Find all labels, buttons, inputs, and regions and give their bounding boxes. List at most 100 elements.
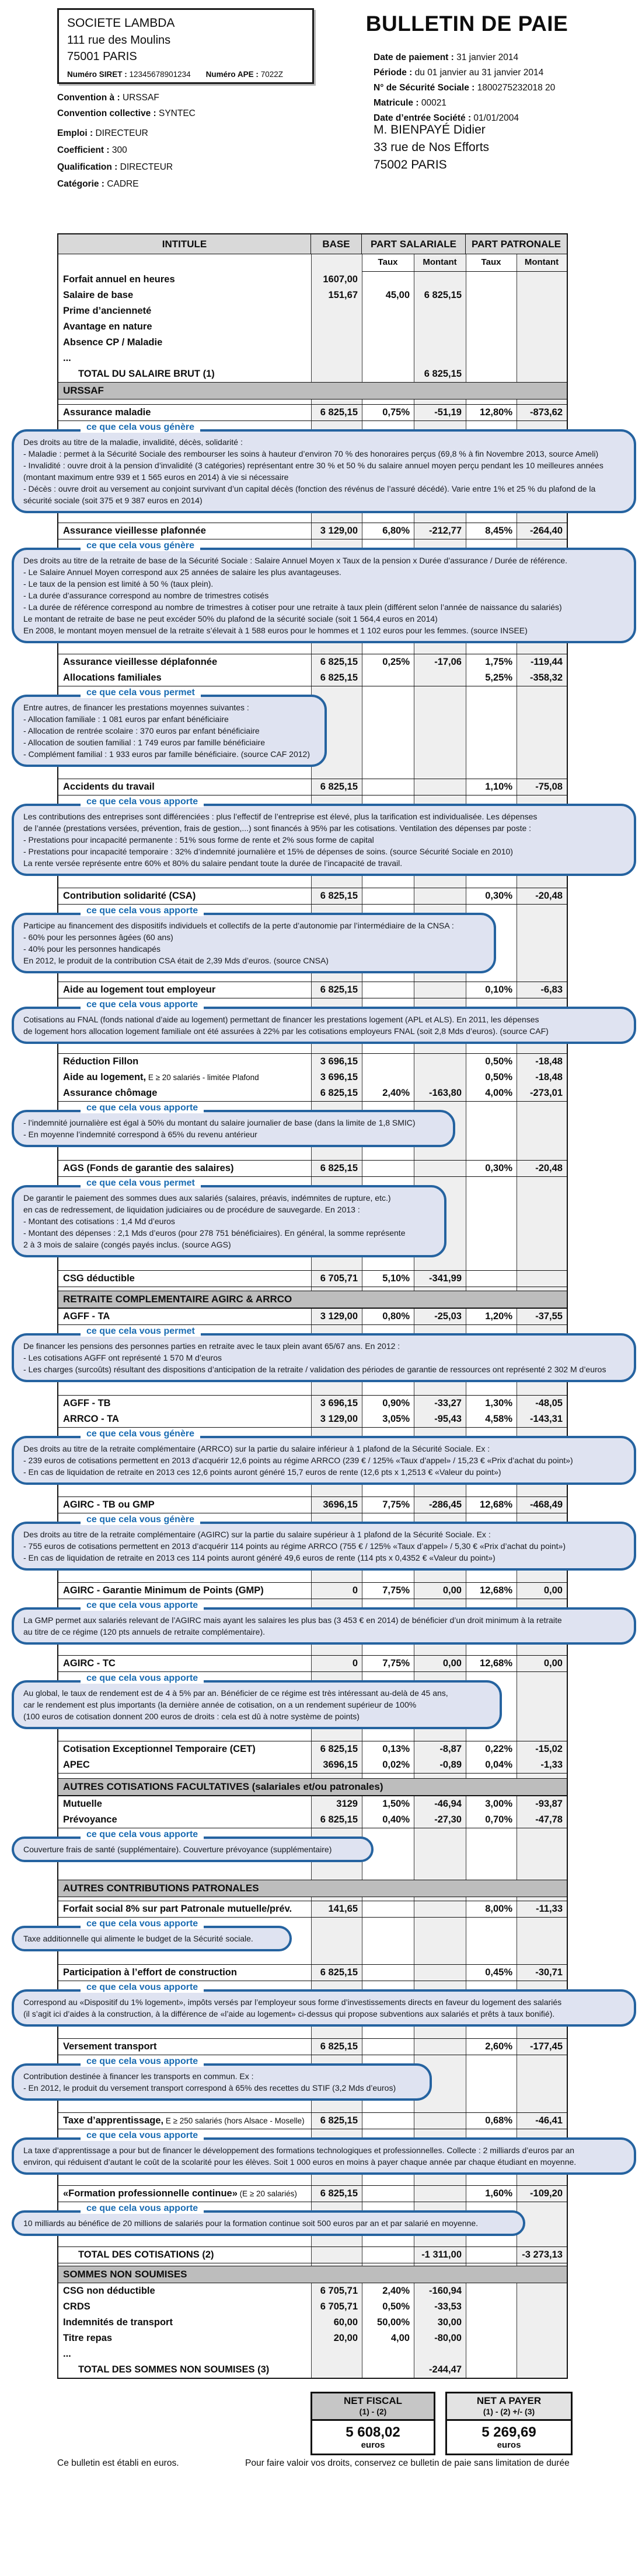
company-ids: Numéro SIRET : 12345678901234 Numéro APE…	[67, 70, 306, 79]
cell-taux-salarial: 7,75%	[382, 1499, 410, 1510]
callout-box: Couverture frais de santé (supplémentair…	[12, 1837, 374, 1862]
net-fiscal-formula: (1) - (2)	[359, 2407, 387, 2416]
cell-taux-patronal: 0,68%	[485, 2115, 512, 2126]
cell-base	[311, 351, 362, 366]
cell-base	[311, 319, 362, 335]
callout-line: - 40% pour les personnes handicapés	[23, 944, 161, 954]
callout-line: - Allocation de soutien familial : 1 749…	[23, 738, 266, 747]
cell-taux-patronal: 5,25%	[485, 672, 512, 683]
cell-montant-patronal: -6,83	[540, 984, 563, 995]
table-row: Forfait social 8% sur part Patronale mut…	[58, 1901, 567, 1917]
callout: ce que cela vous permet De financer les p…	[12, 1325, 636, 1382]
emploi: Emploi : DIRECTEUR	[57, 128, 148, 138]
callout-line: - 239 euros de cotisations permettent en…	[23, 1456, 573, 1465]
cell-label: Forfait annuel en heures	[63, 274, 175, 285]
cell-montant-patronal	[517, 288, 567, 303]
table-row: Réduction Fillon 3 696,15 0,50% -18,48	[58, 1054, 567, 1070]
callout-line: - En cas de liquidation de retraite en 2…	[23, 1467, 501, 1477]
cell-montant-salarial	[414, 2113, 466, 2129]
table-row: Assurance maladie 6 825,15 0,75% -51,19 12,8…	[58, 405, 567, 420]
table-row: AGIRC - TC 0 7,75% 0,00 12,68% 0,00	[58, 1656, 567, 1671]
callout: ce que cela vous apporte Correspond au «D…	[12, 1981, 636, 2027]
callout: ce que cela vous apporte Contribution des…	[12, 2055, 432, 2101]
convention-a: Convention à : URSSAF	[57, 93, 159, 103]
net-fiscal-box: NET FISCAL (1) - (2) 5 608,02 euros	[310, 2392, 435, 2455]
employee-address-line1: 33 rue de Nos Efforts	[374, 141, 490, 154]
row-group: Assurance vieillesse plafonnée 3 129,00 6,…	[58, 523, 567, 539]
net-fiscal-value-cell: 5 608,02 euros	[310, 2421, 435, 2455]
callout-tag: ce que cela vous apporte	[81, 1919, 204, 1929]
cell-montant-salarial: -0,89	[439, 1760, 462, 1770]
cell-base: 0	[352, 1658, 358, 1669]
cell-base: 6 705,71	[320, 2301, 358, 2312]
cell-taux-patronal: 0,50%	[485, 1056, 512, 1067]
cell-taux-patronal: 1,75%	[485, 657, 512, 667]
cell-taux-patronal: 8,00%	[485, 1904, 512, 1914]
cell-montant-patronal: -358,32	[530, 672, 563, 683]
cell-label: Cotisation Exceptionnel Temporaire (CET)	[63, 1744, 256, 1754]
coefficient: Coefficient : 300	[57, 145, 127, 155]
cell-montant-salarial	[414, 1161, 466, 1176]
callout-line: - En cas de liquidation de retraite en 2…	[23, 1553, 496, 1562]
row-group: Contribution solidarité (CSA) 6 825,15 0,3…	[58, 888, 567, 905]
net-a-payer-header: NET A PAYER (1) - (2) +/- (3)	[445, 2392, 573, 2421]
payment-info: Date de paiement : 31 janvier 2014 Pério…	[374, 50, 555, 126]
table-row: CSG non déductible 6 705,71 2,40% -160,94	[58, 2283, 567, 2299]
cell-label: Mutuelle	[63, 1799, 102, 1809]
callout-line: - 60% pour les personnes âgées (60 ans)	[23, 933, 173, 942]
table-row: Salaire de base 151,67 45,00 6 825,15	[58, 288, 567, 303]
cell-taux-salarial	[362, 2186, 414, 2202]
cell-label: Assurance maladie	[63, 407, 151, 418]
cell-label: APEC	[63, 1760, 90, 1770]
cell-taux-salarial	[362, 1161, 414, 1176]
section-header: AUTRES CONTRIBUTIONS PATRONALES	[58, 1880, 567, 1897]
cell-label: ARRCO - TA	[63, 1414, 119, 1424]
callout-line: - Montant des cotisations : 1,4 Md d’eur…	[23, 1217, 175, 1226]
cell-taux-salarial	[362, 2039, 414, 2055]
cell-montant-patronal: -30,71	[535, 1967, 563, 1978]
spacer	[58, 2181, 567, 2185]
cell-label: Accidents du travail	[63, 781, 155, 792]
cell-montant-salarial: -51,19	[434, 407, 462, 418]
cell-label-detail: E ≥ 20 salariés - limitée Plafond	[146, 1073, 259, 1082]
table-row: Titre repas 20,00 4,00 -80,00	[58, 2330, 567, 2346]
callout-line: Des droits au titre de la maladie, inval…	[23, 437, 243, 447]
table-row: Aide au logement tout employeur 6 825,15 0…	[58, 982, 567, 998]
payslip-table: INTITULE BASE PART SALARIALE PART PATRON…	[12, 233, 636, 2379]
table-row: APEC 3696,15 0,02% -0,89 0,04% -1,33	[58, 1757, 567, 1773]
row-group: Versement transport 6 825,15 2,60% -177,45	[58, 2038, 567, 2055]
cell-montant-salarial: -160,94	[429, 2286, 462, 2296]
cell-base: 6 825,15	[320, 1163, 358, 1173]
cell-taux-salarial	[362, 2362, 414, 2378]
cell-montant-salarial	[414, 2039, 466, 2055]
row-group: Participation à l’effort de construction…	[58, 1964, 567, 1981]
cell-taux-patronal: 0,30%	[485, 891, 512, 901]
net-a-payer-value: 5 269,69	[482, 2424, 536, 2440]
cell-taux-patronal: 1,10%	[485, 781, 512, 792]
cell-base: 3 129,00	[320, 1414, 358, 1424]
cell-taux-salarial: 0,40%	[382, 1814, 410, 1825]
company-box: SOCIETE LAMBDA 111 rue des Moulins 75001…	[57, 8, 314, 84]
callout-line: De financer les pensions des personnes p…	[23, 1341, 400, 1351]
table-row: TOTAL DU SALAIRE BRUT (1) 6 825,15	[58, 366, 567, 382]
callout-box: Des droits au titre de la maladie, inval…	[12, 429, 636, 513]
callout-box: La taxe d’apprentissage a pour but de fi…	[12, 2137, 636, 2175]
callout-line: - Décès : ouvre droit au versement au co…	[23, 484, 596, 505]
cell-label: TOTAL DES COTISATIONS (2)	[78, 2249, 214, 2260]
cell-base	[311, 2247, 362, 2263]
callout: ce que cela vous apporte 10 milliards au …	[12, 2202, 525, 2236]
cell-montant-salarial	[414, 1901, 466, 1917]
cell-taux-patronal	[466, 351, 517, 366]
cell-taux-patronal: 12,68%	[480, 1658, 512, 1669]
callout-line: Entre autres, de financer les prestation…	[23, 703, 249, 712]
callout-line: - Le taux de la pension est limité à 50 …	[23, 579, 214, 588]
cell-montant-patronal: -1,33	[540, 1760, 563, 1770]
spacer	[58, 399, 567, 404]
cell-montant-patronal: -273,01	[530, 1088, 563, 1098]
callout-line: Des droits au titre de la retraite de ba…	[23, 556, 568, 565]
cell-montant-patronal	[517, 2362, 567, 2378]
cell-montant-salarial: -46,94	[434, 1799, 462, 1809]
cell-taux-salarial: 0,80%	[382, 1311, 410, 1322]
table-row: AGFF - TA 3 129,00 0,80% -25,03 1,20% -37,55	[58, 1309, 567, 1324]
callout-line: Le montant de retraite de base ne peut e…	[23, 614, 438, 623]
